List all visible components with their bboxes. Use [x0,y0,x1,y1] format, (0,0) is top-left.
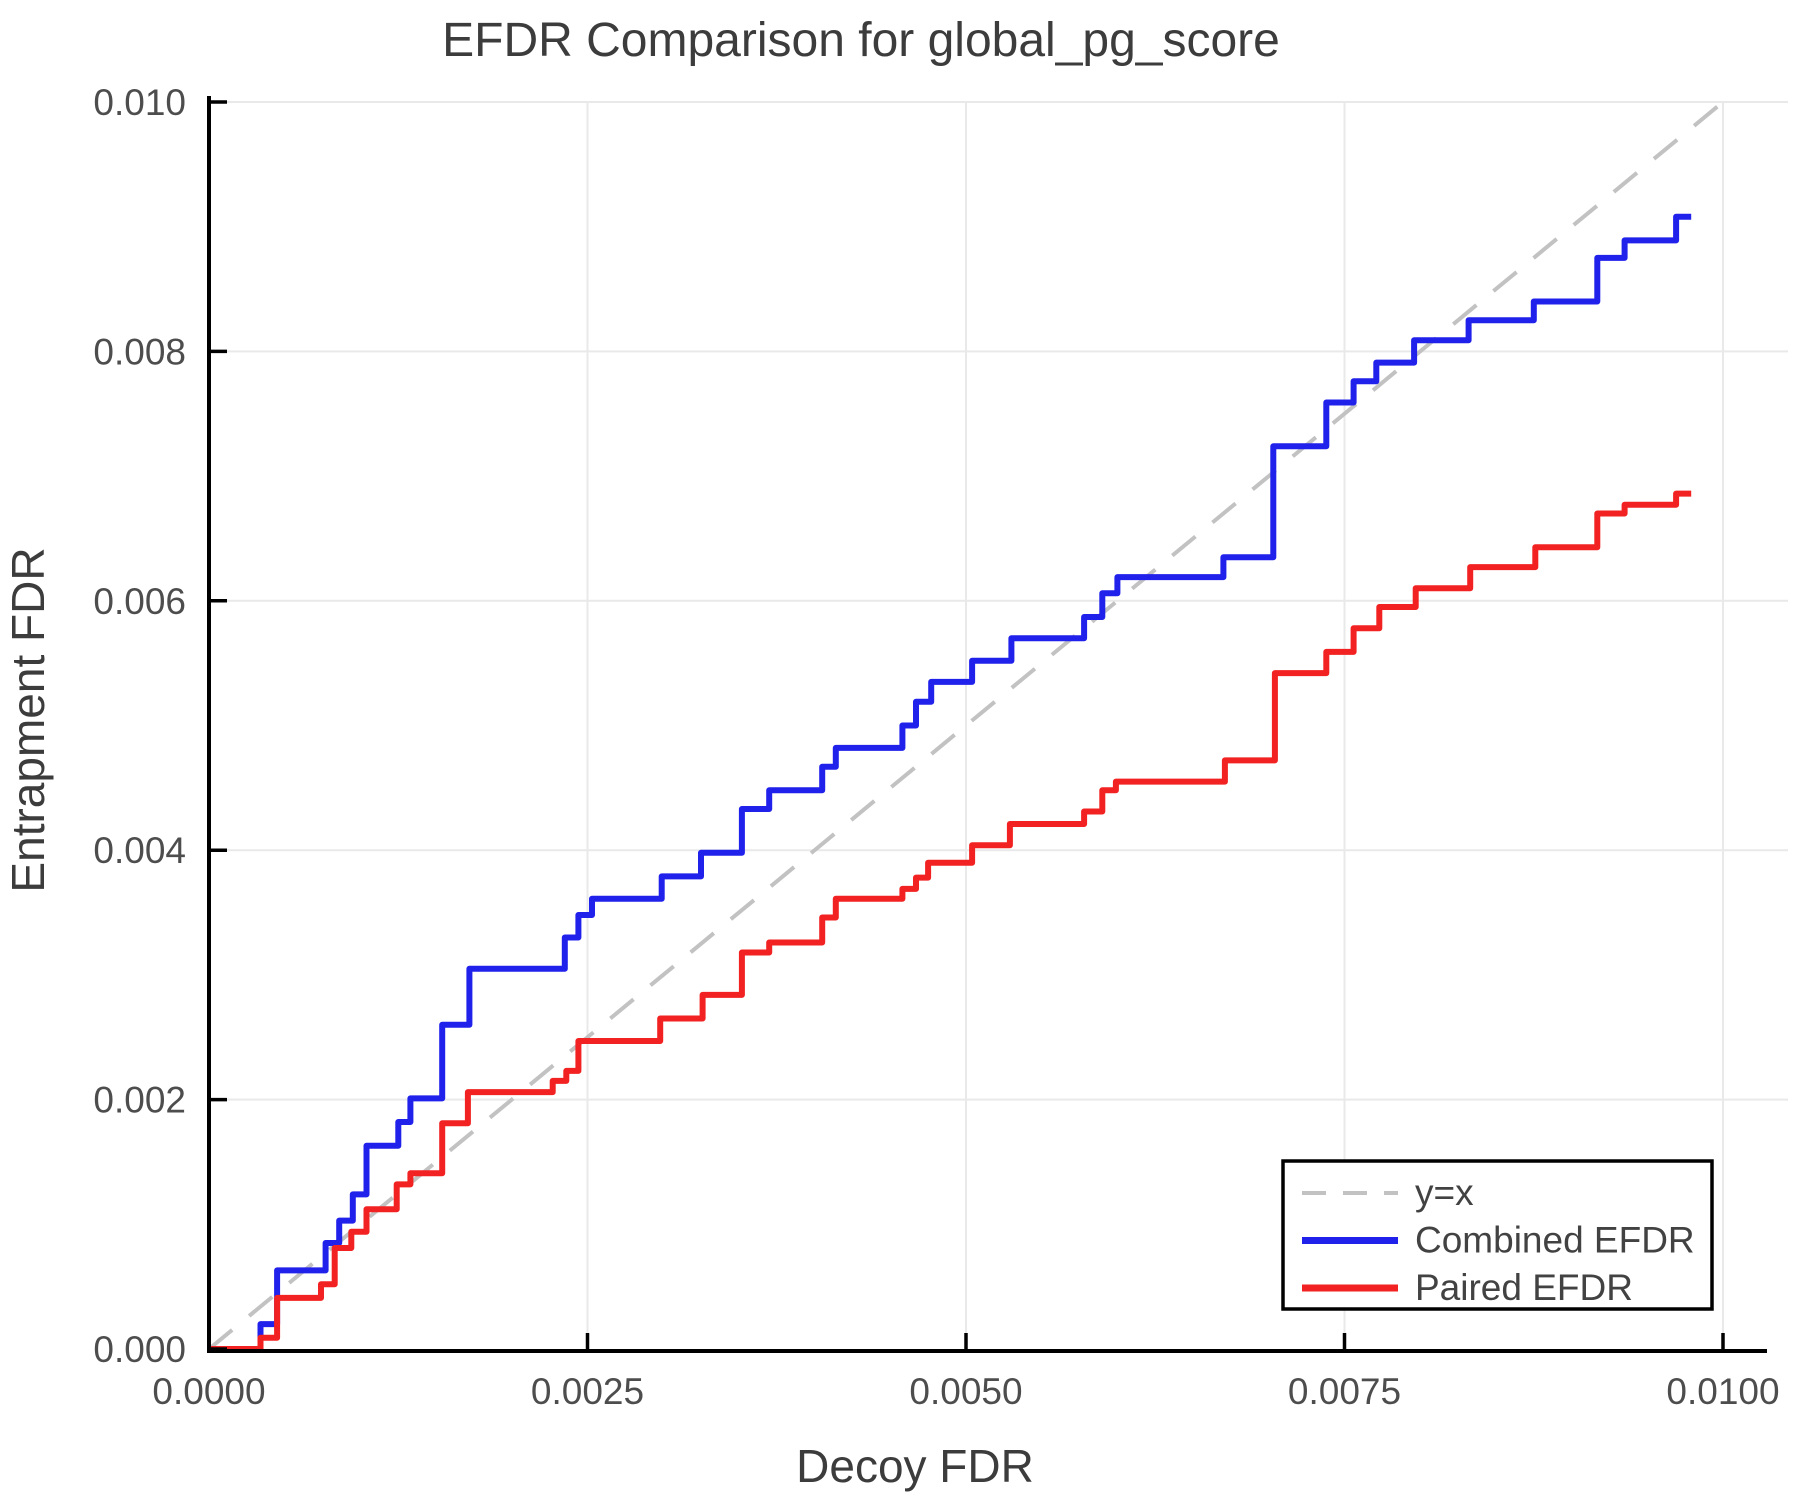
x-tick-label: 0.0100 [1666,1371,1779,1412]
x-axis-label: Decoy FDR [796,1440,1034,1492]
x-tick-label: 0.0025 [531,1371,644,1412]
y-tick-label: 0.010 [93,82,186,123]
legend-box [1281,1159,1714,1311]
series-layer [207,100,1725,1352]
y-tick-label: 0.006 [93,581,186,622]
y-tick-label: 0.008 [93,331,186,372]
combined-efdr-line [209,213,1692,1352]
x-tick-label: 0.0050 [909,1371,1022,1412]
paired-efdr-line [209,490,1692,1352]
grid-layer [209,101,1788,1351]
y-axis-label: Entrapment FDR [2,547,54,892]
chart-title: EFDR Comparison for global_pg_score [442,14,1280,67]
y-tick-label: 0.000 [93,1329,186,1370]
legend-item-label: y=x [1415,1172,1474,1213]
legend-item-label: Combined EFDR [1415,1220,1695,1261]
x-tick-label: 0.0075 [1288,1371,1401,1412]
y-tick-label: 0.004 [93,830,186,871]
x-tick-label: 0.0000 [152,1371,265,1412]
axis-layer [207,96,1767,1353]
legend: y=x Combined EFDR Paired EFDR [1281,1159,1714,1311]
y-tick-label: 0.002 [93,1080,186,1121]
identity-line [207,100,1725,1351]
legend-item-label: Paired EFDR [1415,1267,1633,1308]
tick-label-layer: 0.0000 0.0025 0.0050 0.0075 0.0100 0.000 0.002… [93,82,1779,1412]
